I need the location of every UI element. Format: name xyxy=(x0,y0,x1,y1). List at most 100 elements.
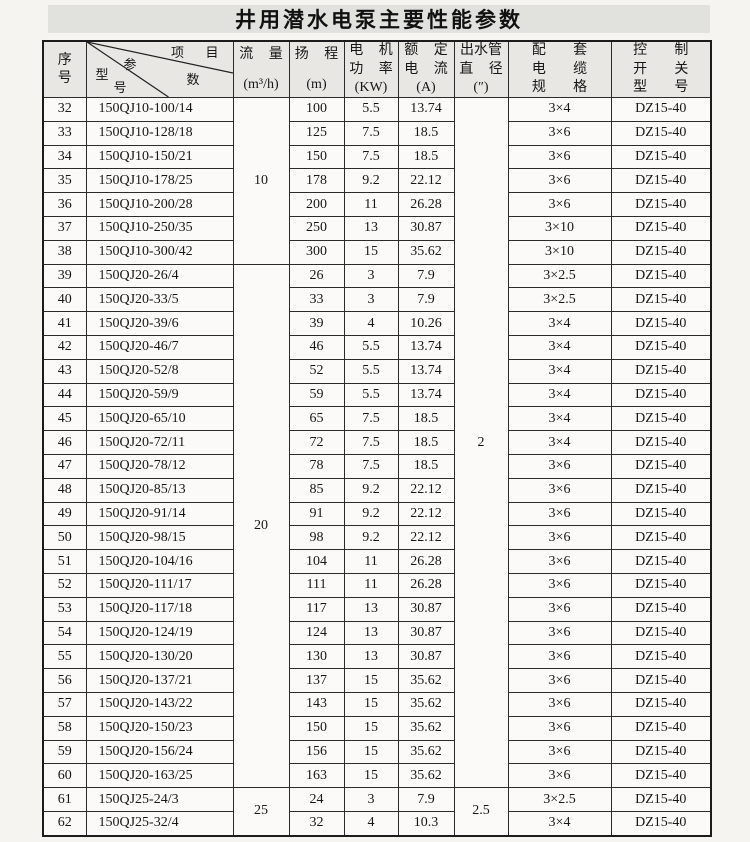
cell-model: 150QJ10-150/21 xyxy=(85,144,234,170)
header-flow-unit: (m³/h) xyxy=(243,76,279,92)
table-row: 37 150QJ10-250/35 250 13 30.87 3×10 DZ15-40 xyxy=(42,215,712,241)
cell-seq: 52 xyxy=(42,572,87,598)
cell-cable: 3×6 xyxy=(507,477,612,503)
cell-power: 3 xyxy=(343,787,399,812)
cell-head: 111 xyxy=(288,572,345,598)
cell-power: 5.5 xyxy=(343,382,399,408)
cell-head: 98 xyxy=(288,525,345,551)
header-current-line2: 电 流 xyxy=(404,61,448,77)
cell-head: 163 xyxy=(288,763,345,789)
cell-model: 150QJ20-130/20 xyxy=(85,644,234,670)
cell-seq: 53 xyxy=(42,596,87,622)
cell-current: 18.5 xyxy=(397,430,455,455)
cell-switch: DZ15-40 xyxy=(610,620,712,646)
cell-current: 22.12 xyxy=(397,525,455,551)
cell-flow-merged: 20 xyxy=(232,263,290,789)
cell-cable: 3×6 xyxy=(507,144,612,170)
cell-switch: DZ15-40 xyxy=(610,763,712,789)
cell-model: 150QJ10-250/35 xyxy=(85,215,234,241)
cell-seq: 46 xyxy=(42,430,87,455)
cell-switch: DZ15-40 xyxy=(610,739,712,765)
cell-current: 22.12 xyxy=(397,477,455,503)
header-outlet-unit: (″) xyxy=(473,80,489,96)
cell-head: 130 xyxy=(288,644,345,670)
cell-seq: 61 xyxy=(42,787,87,812)
cell-model: 150QJ10-178/25 xyxy=(85,168,234,194)
cell-model: 150QJ20-111/17 xyxy=(85,572,234,598)
table-row: 33 150QJ10-128/18 125 7.5 18.5 3×6 DZ15-40 xyxy=(42,120,712,146)
cell-cable: 3×6 xyxy=(507,501,612,527)
header-diagonal-param2: 数 xyxy=(186,72,200,87)
cell-model: 150QJ25-24/3 xyxy=(85,787,234,812)
cell-head: 156 xyxy=(288,739,345,765)
cell-current: 26.28 xyxy=(397,572,455,598)
header-cable-line1: 配 套 xyxy=(531,43,588,59)
cell-model: 150QJ20-117/18 xyxy=(85,596,234,622)
cell-current: 13.74 xyxy=(397,382,455,408)
table-row: 46 150QJ20-72/11 72 7.5 18.5 3×4 DZ15-40 xyxy=(42,430,712,455)
cell-power: 5.5 xyxy=(343,334,399,360)
header-flow: 流 量 (m³/h) xyxy=(232,40,290,98)
table-row: 32 150QJ10-100/14 10 100 5.5 13.74 2 3×4 DZ15-40 xyxy=(42,96,712,789)
cell-cable: 3×2.5 xyxy=(507,287,612,313)
header-seq-line1: 序 xyxy=(57,52,72,68)
header-power-unit: (KW) xyxy=(354,80,388,96)
cell-current: 18.5 xyxy=(397,144,455,170)
cell-model: 150QJ20-91/14 xyxy=(85,501,234,527)
cell-power: 4 xyxy=(343,311,399,336)
cell-head: 26 xyxy=(288,263,345,289)
cell-seq: 32 xyxy=(42,97,87,122)
cell-head: 200 xyxy=(288,192,345,217)
cell-seq: 34 xyxy=(42,144,87,170)
header-head: 扬 程 (m) xyxy=(288,40,345,98)
table-row: 61 150QJ25-24/3 25 24 3 7.9 2.5 3×2.5 DZ15-40 xyxy=(42,787,712,837)
cell-seq: 36 xyxy=(42,192,87,217)
table-row: 47 150QJ20-78/12 78 7.5 18.5 3×6 DZ15-40 xyxy=(42,453,712,479)
cell-model: 150QJ20-156/24 xyxy=(85,739,234,765)
cell-head: 39 xyxy=(288,311,345,336)
cell-head: 78 xyxy=(288,453,345,479)
cell-head: 124 xyxy=(288,620,345,646)
cell-power: 13 xyxy=(343,644,399,670)
header-head-unit: (m) xyxy=(306,76,327,92)
cell-power: 15 xyxy=(343,763,399,789)
table-row: 59 150QJ20-156/24 156 15 35.62 3×6 DZ15-40 xyxy=(42,739,712,765)
cell-model: 150QJ20-59/9 xyxy=(85,382,234,408)
cell-current: 18.5 xyxy=(397,120,455,146)
cell-seq: 40 xyxy=(42,287,87,313)
table-row: 44 150QJ20-59/9 59 5.5 13.74 3×4 DZ15-40 xyxy=(42,382,712,408)
cell-outlet-merged: 2 xyxy=(453,96,509,789)
cell-seq: 56 xyxy=(42,668,87,693)
cell-current: 30.87 xyxy=(397,620,455,646)
cell-switch: DZ15-40 xyxy=(610,168,712,194)
cell-cable: 3×6 xyxy=(507,691,612,717)
cell-model: 150QJ20-26/4 xyxy=(85,263,234,289)
header-switch-line1: 控 制 xyxy=(633,43,689,59)
cell-cable: 3×6 xyxy=(507,192,612,217)
cell-switch: DZ15-40 xyxy=(610,549,712,574)
cell-cable: 3×6 xyxy=(507,549,612,574)
cell-cable: 3×6 xyxy=(507,572,612,598)
cell-model: 150QJ20-72/11 xyxy=(85,430,234,455)
cell-model: 150QJ20-124/19 xyxy=(85,620,234,646)
cell-switch: DZ15-40 xyxy=(610,144,712,170)
cell-model: 150QJ20-104/16 xyxy=(85,549,234,574)
cell-cable: 3×6 xyxy=(507,668,612,693)
title-band: 井用潜水电泵主要性能参数 xyxy=(48,5,710,33)
table-row: 48 150QJ20-85/13 85 9.2 22.12 3×6 DZ15-40 xyxy=(42,477,712,503)
cell-head: 52 xyxy=(288,358,345,384)
cell-seq: 58 xyxy=(42,715,87,741)
cell-cable: 3×4 xyxy=(507,406,612,432)
header-cable-line2: 电 缆 xyxy=(531,61,588,77)
cell-switch: DZ15-40 xyxy=(610,810,712,837)
cell-power: 9.2 xyxy=(343,477,399,503)
cell-head: 117 xyxy=(288,596,345,622)
table-row: 36 150QJ10-200/28 200 11 26.28 3×6 DZ15-40 xyxy=(42,192,712,217)
cell-head: 24 xyxy=(288,787,345,812)
cell-current: 7.9 xyxy=(397,787,455,812)
header-power-line1: 电 机 xyxy=(349,43,393,59)
table-row: 56 150QJ20-137/21 137 15 35.62 3×6 DZ15-40 xyxy=(42,668,712,693)
cell-model: 150QJ20-33/5 xyxy=(85,287,234,313)
cell-power: 11 xyxy=(343,549,399,574)
